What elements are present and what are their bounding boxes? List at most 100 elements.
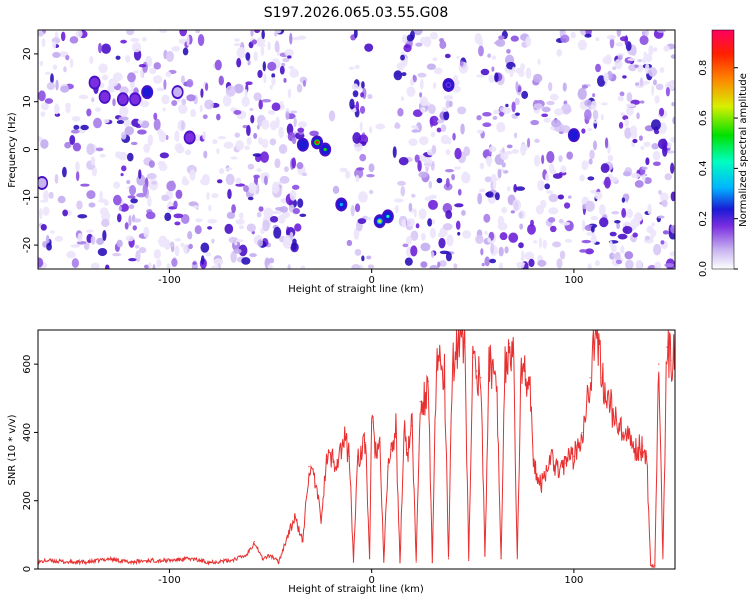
spectrogram-cell bbox=[271, 181, 280, 194]
spectrogram-cell bbox=[540, 199, 547, 209]
spectrogram-cell bbox=[121, 165, 127, 172]
spectrogram-cell bbox=[38, 30, 44, 37]
spectrogram-cell bbox=[420, 242, 431, 252]
spectrogram-cell bbox=[643, 141, 651, 148]
spectrogram-cell bbox=[625, 103, 636, 108]
spectrogram-cell bbox=[40, 111, 46, 117]
spectrogram-cell bbox=[181, 213, 190, 224]
spectrogram-cell bbox=[39, 60, 44, 67]
spectrogram-cell bbox=[648, 67, 658, 77]
snr-data-point bbox=[261, 558, 264, 560]
spectrogram-cell bbox=[408, 138, 418, 147]
spectrogram-cell bbox=[207, 218, 218, 224]
spectrogram-cell bbox=[69, 134, 76, 145]
spectrogram-cell bbox=[603, 72, 609, 83]
spectrogram-cell bbox=[238, 212, 244, 220]
snr-data-point bbox=[387, 465, 389, 468]
snr-data-point bbox=[209, 561, 211, 563]
snr-x-ticks: -100 0 100 bbox=[158, 569, 583, 586]
snr-data-point bbox=[168, 559, 171, 562]
spectrogram-cell bbox=[197, 34, 205, 46]
snr-data-point bbox=[356, 455, 359, 457]
spectrogram-cell bbox=[120, 39, 127, 44]
snr-data-point bbox=[403, 431, 405, 434]
spectrogram-cell bbox=[75, 161, 80, 172]
spectrogram-cell bbox=[165, 50, 175, 62]
spectrogram-cell bbox=[247, 59, 251, 66]
spectrogram-cell bbox=[225, 167, 233, 171]
spectrogram-cell bbox=[557, 194, 565, 200]
spectrogram-cell bbox=[124, 126, 134, 136]
spectrogram-cell bbox=[156, 259, 162, 268]
spectrogram-cell bbox=[634, 180, 644, 188]
spectrogram-cell bbox=[624, 118, 630, 127]
spectrogram-cell bbox=[156, 87, 165, 92]
spectrogram-cell bbox=[617, 95, 624, 102]
spectrogram-x-ticks: -100 0 100 bbox=[158, 269, 583, 286]
spectrogram-cell bbox=[146, 172, 157, 180]
spectrogram-cell bbox=[419, 96, 429, 107]
spectrogram-cell bbox=[476, 129, 483, 134]
snr-data-point bbox=[472, 356, 474, 358]
spectrogram-cell bbox=[497, 169, 502, 179]
spectrogram-cell bbox=[411, 129, 419, 133]
snr-data-point bbox=[189, 558, 191, 560]
spectrogram-cell bbox=[644, 235, 650, 241]
spectrogram-cell bbox=[66, 250, 76, 259]
spectrogram-cell bbox=[361, 81, 365, 89]
spectrogram-cell bbox=[244, 89, 248, 97]
spectrogram-cell bbox=[75, 30, 83, 38]
spectrogram-cell bbox=[581, 84, 589, 89]
spectrogram-cell bbox=[559, 250, 566, 260]
spectrogram-cell bbox=[492, 109, 500, 115]
spectrogram-cell bbox=[163, 79, 167, 90]
spectrogram-cell bbox=[57, 195, 66, 204]
spectrogram-cell bbox=[491, 55, 497, 60]
spectrogram-cell bbox=[302, 79, 307, 87]
spectrogram-cell bbox=[670, 191, 675, 202]
spectrogram-cell bbox=[630, 218, 641, 228]
spectrogram-cell bbox=[516, 261, 526, 266]
spectrogram-cell bbox=[90, 235, 96, 245]
spectrogram-cell bbox=[195, 30, 201, 34]
spectrogram-cell bbox=[254, 30, 261, 34]
snr-x-tick-label: 0 bbox=[368, 575, 374, 586]
spectrogram-cell bbox=[644, 30, 649, 37]
snr-data-point bbox=[375, 448, 377, 451]
spectrogram-cell bbox=[512, 199, 522, 212]
spectrogram-cell bbox=[410, 245, 418, 257]
snr-data-point bbox=[524, 370, 526, 372]
spectrogram-cell bbox=[556, 48, 563, 57]
snr-data-point bbox=[340, 448, 342, 451]
snr-data-point bbox=[666, 346, 668, 348]
spectrogram-cell bbox=[480, 248, 484, 256]
spectrogram-cell bbox=[439, 40, 447, 49]
spectrogram-cell bbox=[518, 211, 523, 219]
spectrogram-cell bbox=[428, 180, 433, 189]
snr-frame bbox=[37, 329, 676, 570]
spectrogram-cell bbox=[577, 87, 587, 100]
spectrogram-cell bbox=[444, 168, 455, 173]
spectrogram-cell bbox=[632, 232, 638, 238]
spectrogram-cell bbox=[634, 64, 639, 68]
snr-data-point bbox=[609, 404, 611, 406]
spectrogram-cell bbox=[459, 60, 464, 67]
spectrogram-cell bbox=[157, 160, 166, 167]
spectrogram-cell bbox=[400, 96, 405, 101]
spectrogram-cell bbox=[625, 193, 629, 203]
spectrogram-cell bbox=[488, 146, 497, 153]
spectrogram-cell bbox=[436, 127, 442, 133]
snr-data-point bbox=[532, 465, 535, 468]
spectrogram-cell bbox=[475, 234, 484, 244]
spectrogram-y-tick-label: 10 bbox=[22, 95, 33, 108]
spectrogram-cell bbox=[158, 131, 167, 143]
spectrogram-cell bbox=[592, 120, 599, 124]
spectrogram-cell bbox=[397, 107, 404, 117]
spectrogram-cell bbox=[392, 146, 397, 159]
spectrogram-cell bbox=[125, 54, 131, 63]
spectrogram-hot-spot bbox=[373, 214, 386, 229]
spectrogram-cell bbox=[406, 235, 413, 245]
spectrogram-cell bbox=[253, 92, 262, 101]
spectrogram-cell bbox=[202, 131, 207, 140]
